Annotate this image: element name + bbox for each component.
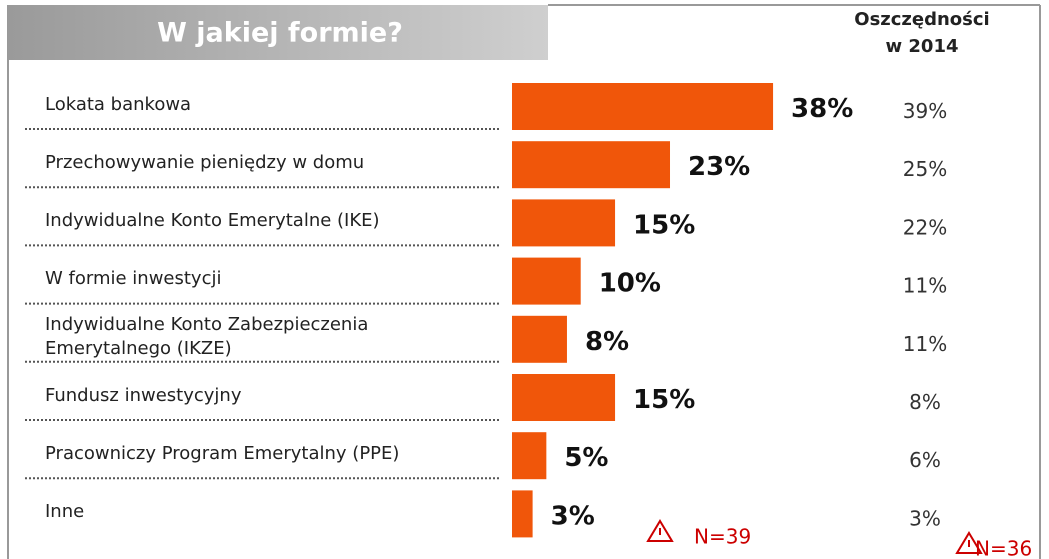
warning-icon: [646, 519, 674, 542]
comparison-value: 11%: [903, 274, 947, 298]
value-label: 15%: [633, 385, 695, 415]
category-label: Indywidualne Konto Zabezpieczenia Emeryt…: [45, 314, 369, 360]
comparison-value: 39%: [903, 99, 947, 123]
value-label: 3%: [551, 501, 595, 531]
note: N=36: [975, 537, 1032, 559]
value-label: 10%: [599, 269, 661, 299]
title-box: [8, 5, 548, 60]
bar: [512, 83, 774, 130]
category-label: Fundusz inwestycyjny: [45, 384, 242, 406]
value-label: 5%: [564, 443, 608, 473]
value-label: 15%: [633, 210, 695, 240]
column-header: Oszczędności: [854, 9, 989, 30]
bar: [512, 141, 671, 189]
category-label: Przechowywanie pieniędzy w domu: [45, 151, 365, 173]
category-label: W formie inwestycji: [45, 268, 222, 290]
comparison-value: 3%: [909, 506, 941, 530]
category-label: Inne: [45, 500, 85, 522]
category-label: Indywidualne Konto Emerytalne (IKE): [45, 209, 380, 231]
comparison-value: 25%: [903, 157, 947, 181]
bar: [512, 432, 547, 480]
category-label: Lokata bankowa: [45, 93, 192, 115]
value-label: 23%: [688, 152, 750, 182]
bar: [512, 199, 616, 247]
comparison-value: 6%: [909, 448, 941, 472]
warning-icon: [955, 531, 983, 554]
value-label: 8%: [585, 327, 629, 357]
bar: [512, 257, 581, 305]
bar: [512, 315, 567, 363]
comparison-value: 8%: [909, 390, 941, 414]
chart-title: W jakiej formie?: [157, 18, 403, 49]
column-header: w 2014: [886, 36, 959, 57]
comparison-value: 11%: [903, 332, 947, 356]
comparison-value: 22%: [903, 215, 947, 239]
value-label: 38%: [791, 94, 853, 124]
bar: [512, 490, 533, 538]
bar: [512, 374, 616, 421]
note: N=39: [694, 525, 751, 549]
category-label: Pracowniczy Program Emerytalny (PPE): [45, 442, 400, 464]
